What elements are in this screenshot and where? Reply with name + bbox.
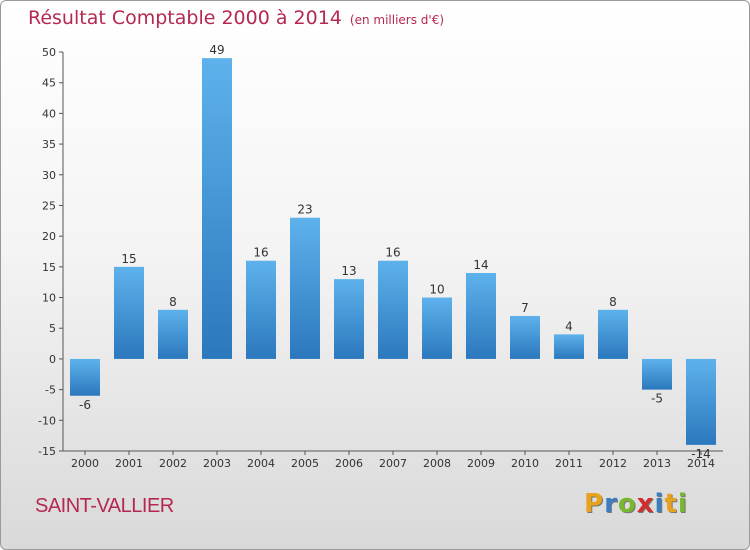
logo-letter: t (664, 489, 678, 519)
y-tick-label: 5 (49, 322, 56, 335)
y-tick-label: -10 (38, 414, 56, 427)
data-label: 4 (565, 319, 573, 333)
logo-letter: i (654, 489, 665, 519)
bar (422, 297, 452, 359)
data-label: 8 (609, 295, 617, 309)
x-tick-label: 2005 (291, 457, 319, 470)
x-tick-label: 2009 (467, 457, 495, 470)
y-tick-label: 30 (42, 169, 56, 182)
y-tick-label: 45 (42, 77, 56, 90)
town-name: SAINT-VALLIER (35, 495, 174, 517)
y-tick-label: 35 (42, 138, 56, 151)
data-label: -14 (691, 447, 711, 461)
y-tick-label: 50 (42, 46, 56, 59)
x-tick-label: 2002 (159, 457, 187, 470)
y-tick-label: 20 (42, 230, 56, 243)
x-tick-label: 2008 (423, 457, 451, 470)
chart-title-text: Résultat Comptable 2000 à 2014 (28, 7, 342, 29)
x-tick-label: 2011 (555, 457, 583, 470)
data-label: 7 (521, 301, 529, 315)
bar (246, 260, 276, 359)
bar (202, 58, 232, 359)
x-tick-label: 2004 (247, 457, 275, 470)
bar (290, 217, 320, 359)
data-label: 16 (385, 246, 400, 260)
bar (114, 266, 144, 359)
y-tick-label: 0 (49, 353, 56, 366)
y-tick-label: 15 (42, 261, 56, 274)
y-tick-label: 40 (42, 107, 56, 120)
y-tick-label: -15 (38, 445, 56, 458)
proxiti-logo: Proxiti (584, 489, 688, 519)
chart-bars (70, 58, 716, 445)
bar (554, 334, 584, 359)
data-label: 49 (209, 43, 224, 57)
x-tick-label: 2012 (599, 457, 627, 470)
logo-letter: P (584, 489, 605, 519)
x-tick-label: 2007 (379, 457, 407, 470)
bar (378, 260, 408, 359)
x-tick-label: 2014 (687, 457, 715, 470)
chart-title: Résultat Comptable 2000 à 2014 (en millie… (28, 7, 444, 29)
data-label: 23 (297, 203, 312, 217)
logo-letter: o (617, 489, 637, 519)
data-label: 15 (121, 252, 136, 266)
y-tick-label: 25 (42, 199, 56, 212)
y-tick-label: 10 (42, 292, 56, 305)
logo-letter: x (636, 489, 655, 519)
bar (510, 315, 540, 359)
bar (158, 309, 188, 359)
bar (466, 272, 496, 359)
y-tick-label: -5 (45, 384, 56, 397)
x-tick-label: 2010 (511, 457, 539, 470)
data-label: 13 (341, 264, 356, 278)
x-tick-label: 2006 (335, 457, 363, 470)
chart-axes: -15 -10 -5 0 5 10 15 20 25 30 35 40 45 50 2000 2001 2002… (38, 46, 723, 470)
logo-letter: i (677, 489, 688, 519)
data-label: -5 (651, 392, 663, 406)
data-label: -6 (79, 398, 91, 412)
data-label: 8 (169, 295, 177, 309)
data-label: 10 (429, 283, 444, 297)
x-tick-label: 2001 (115, 457, 143, 470)
bar (334, 279, 364, 359)
x-tick-label: 2003 (203, 457, 231, 470)
bar (70, 358, 100, 396)
bar (598, 309, 628, 359)
logo-letter: r (604, 489, 618, 519)
data-label: 16 (253, 246, 268, 260)
x-tick-label: 2000 (71, 457, 99, 470)
bar (686, 358, 716, 445)
data-label: 14 (473, 258, 488, 272)
x-tick-label: 2013 (643, 457, 671, 470)
unit-note: (en milliers d'€) (349, 13, 445, 27)
chart-data-labels: -6 15 8 49 16 23 13 16 10 14 7 4 8 -5 -14 (79, 43, 711, 461)
bar (642, 358, 672, 390)
